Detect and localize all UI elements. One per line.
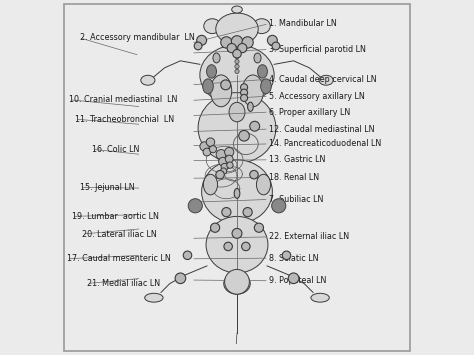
Circle shape: [188, 199, 202, 213]
Circle shape: [267, 36, 277, 45]
Ellipse shape: [204, 19, 221, 34]
Text: 15. Jejunal LN: 15. Jejunal LN: [80, 183, 134, 192]
Circle shape: [225, 147, 234, 157]
Text: 17. Caudal mesenteric LN: 17. Caudal mesenteric LN: [66, 254, 170, 263]
Ellipse shape: [213, 53, 220, 63]
Ellipse shape: [141, 75, 155, 85]
Text: 8. Sciatic LN: 8. Sciatic LN: [269, 253, 319, 263]
Text: 7. Subiliac LN: 7. Subiliac LN: [269, 195, 323, 204]
Text: 5. Accessory axillary LN: 5. Accessory axillary LN: [269, 92, 365, 101]
Text: 12. Caudal mediastinal LN: 12. Caudal mediastinal LN: [269, 125, 374, 133]
Ellipse shape: [200, 45, 274, 105]
Text: 18. Renal LN: 18. Renal LN: [269, 173, 319, 182]
Ellipse shape: [203, 174, 218, 195]
Circle shape: [243, 208, 252, 217]
Ellipse shape: [253, 19, 270, 34]
Ellipse shape: [198, 93, 276, 163]
Text: 6. Proper axillary LN: 6. Proper axillary LN: [269, 108, 350, 116]
Circle shape: [235, 54, 239, 59]
Circle shape: [240, 84, 247, 91]
Circle shape: [194, 42, 202, 50]
Circle shape: [250, 121, 260, 131]
Circle shape: [225, 269, 249, 294]
Circle shape: [227, 43, 237, 53]
Ellipse shape: [206, 217, 268, 273]
Circle shape: [239, 131, 249, 141]
Circle shape: [240, 89, 247, 96]
Ellipse shape: [319, 75, 333, 85]
Ellipse shape: [254, 53, 261, 63]
Circle shape: [227, 162, 233, 168]
Circle shape: [282, 251, 291, 260]
Circle shape: [235, 69, 239, 73]
Text: 20. Lateral iliac LN: 20. Lateral iliac LN: [82, 230, 157, 239]
Ellipse shape: [229, 102, 245, 122]
Ellipse shape: [232, 6, 242, 13]
Text: 16. Colic LN: 16. Colic LN: [92, 145, 139, 154]
Ellipse shape: [201, 160, 273, 223]
Ellipse shape: [256, 174, 271, 195]
Circle shape: [210, 146, 217, 153]
Polygon shape: [227, 44, 247, 51]
Circle shape: [200, 142, 209, 151]
Text: 13. Gastric LN: 13. Gastric LN: [269, 155, 325, 164]
Text: 22. External iliac LN: 22. External iliac LN: [269, 233, 349, 241]
Ellipse shape: [203, 79, 213, 94]
Circle shape: [240, 94, 247, 102]
Circle shape: [235, 59, 239, 64]
Circle shape: [219, 157, 227, 166]
Circle shape: [203, 148, 211, 156]
Text: 4. Caudal deep cervical LN: 4. Caudal deep cervical LN: [269, 75, 376, 84]
Circle shape: [222, 208, 231, 217]
Text: 21. Medial iliac LN: 21. Medial iliac LN: [87, 279, 160, 288]
Ellipse shape: [242, 75, 264, 107]
Ellipse shape: [261, 79, 271, 94]
Circle shape: [221, 37, 232, 48]
Text: 10. Cranial mediastinal  LN: 10. Cranial mediastinal LN: [69, 95, 177, 104]
Circle shape: [272, 42, 280, 50]
Text: 3. Superficial parotid LN: 3. Superficial parotid LN: [269, 45, 366, 54]
Ellipse shape: [207, 65, 217, 78]
Circle shape: [221, 163, 228, 170]
Ellipse shape: [234, 189, 240, 198]
Circle shape: [216, 149, 226, 159]
Circle shape: [235, 44, 239, 49]
Circle shape: [237, 43, 247, 53]
Ellipse shape: [311, 293, 329, 302]
Circle shape: [233, 49, 241, 58]
Ellipse shape: [224, 273, 250, 294]
Ellipse shape: [145, 293, 163, 302]
Ellipse shape: [210, 75, 232, 107]
Circle shape: [225, 155, 233, 163]
Circle shape: [231, 36, 243, 47]
Circle shape: [220, 168, 227, 174]
Circle shape: [250, 170, 258, 179]
Ellipse shape: [216, 13, 258, 45]
Circle shape: [242, 242, 250, 251]
Circle shape: [197, 36, 207, 45]
Text: 9. Popliteal LN: 9. Popliteal LN: [269, 276, 326, 285]
Text: 1. Mandibular LN: 1. Mandibular LN: [269, 19, 337, 28]
Circle shape: [288, 273, 299, 284]
Text: 14. Pancreaticoduodenal LN: 14. Pancreaticoduodenal LN: [269, 140, 381, 148]
Circle shape: [175, 273, 186, 284]
Circle shape: [221, 80, 231, 90]
Circle shape: [242, 37, 253, 48]
Ellipse shape: [257, 65, 267, 78]
Circle shape: [235, 64, 239, 69]
Circle shape: [232, 228, 242, 238]
Circle shape: [272, 199, 286, 213]
Circle shape: [224, 242, 232, 251]
Text: 19. Lumbar  aortic LN: 19. Lumbar aortic LN: [72, 212, 158, 221]
Circle shape: [235, 49, 239, 54]
Circle shape: [210, 223, 219, 232]
Text: 11. Tracheobronchial  LN: 11. Tracheobronchial LN: [75, 115, 174, 124]
Circle shape: [255, 223, 264, 232]
Text: 2. Accessory mandibular  LN: 2. Accessory mandibular LN: [80, 33, 194, 42]
Ellipse shape: [247, 102, 253, 111]
Circle shape: [216, 170, 224, 179]
Circle shape: [183, 251, 192, 260]
Circle shape: [206, 138, 215, 146]
